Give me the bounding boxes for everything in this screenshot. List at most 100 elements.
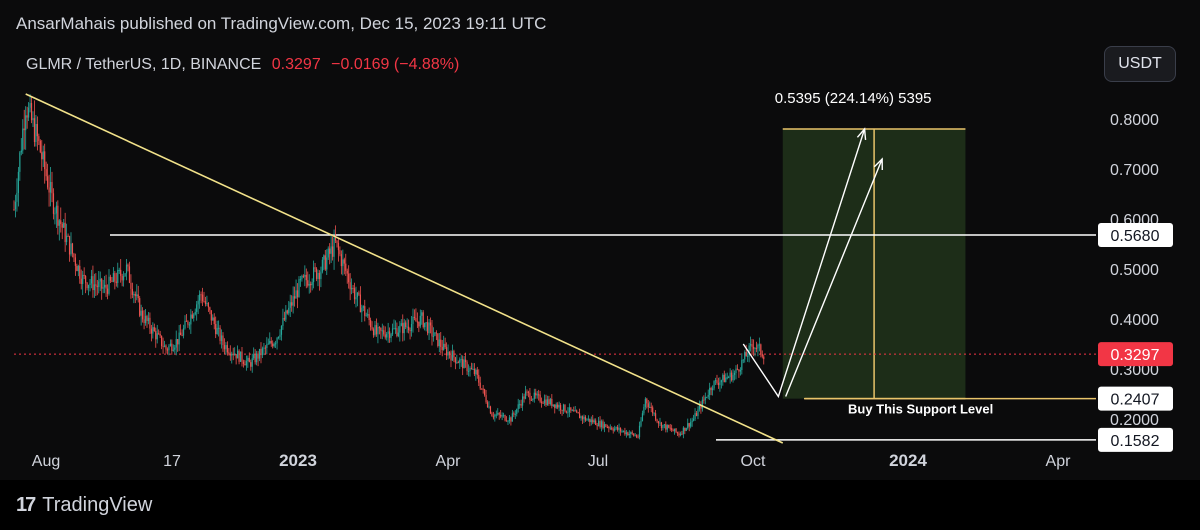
- x-tick-label: Oct: [741, 453, 766, 470]
- candle-body: [149, 317, 151, 329]
- candle-body: [503, 415, 505, 417]
- candle-body: [120, 269, 122, 276]
- candle-body: [377, 327, 379, 335]
- tradingview-brand: TradingView: [42, 494, 153, 516]
- candle-body: [327, 248, 329, 258]
- candle-body: [318, 272, 321, 279]
- candle-body: [406, 326, 408, 328]
- candle-body: [657, 421, 660, 424]
- candle-body: [615, 427, 617, 429]
- candle-body: [397, 332, 399, 337]
- candle-body: [494, 414, 496, 417]
- projection-arrows: [742, 127, 883, 399]
- candle-body: [673, 428, 676, 432]
- candle-body: [456, 362, 458, 364]
- candle-body: [685, 428, 687, 431]
- candle-body: [410, 323, 413, 332]
- candle-body: [579, 413, 581, 419]
- candle-body: [448, 351, 451, 356]
- candle-body: [279, 334, 281, 337]
- candle-body: [749, 344, 752, 346]
- candle-body: [194, 311, 196, 315]
- candle-body: [501, 415, 503, 417]
- candle-body: [539, 394, 541, 402]
- candle-body: [383, 330, 385, 335]
- candle-body: [301, 275, 303, 280]
- candle-body: [247, 357, 249, 362]
- candle-body: [168, 345, 170, 351]
- candle-body: [294, 296, 296, 299]
- level-tag: [1098, 386, 1173, 411]
- candle-body: [616, 427, 619, 430]
- candle-body: [730, 372, 733, 381]
- candle-body: [558, 405, 560, 408]
- candle-body: [690, 422, 692, 427]
- candle-body: [333, 238, 335, 257]
- tradingview-logo[interactable]: 17 TradingView: [16, 494, 152, 517]
- candle-body: [66, 235, 68, 243]
- candle-body: [644, 398, 646, 407]
- candle-body: [391, 328, 394, 335]
- candle-body: [625, 432, 627, 435]
- candle-body: [682, 427, 684, 435]
- candle-body: [707, 395, 709, 397]
- candle-body: [282, 318, 284, 326]
- candle-body: [152, 327, 154, 334]
- candle-body: [451, 351, 454, 361]
- candle-body: [387, 331, 389, 334]
- candle-body: [234, 354, 236, 356]
- x-tick-label: Jul: [588, 453, 608, 470]
- trendline: [25, 93, 784, 444]
- candle-body: [370, 320, 372, 328]
- candle-body: [204, 301, 207, 305]
- candle-body: [752, 346, 755, 349]
- level-tag-label: 0.1582: [1111, 433, 1160, 450]
- candle-body: [121, 275, 123, 281]
- candle-body: [497, 413, 499, 415]
- price-chart[interactable]: 0.5395 (224.14%) 5395 Buy This Support L…: [0, 40, 1200, 480]
- projection-arrow: [785, 158, 883, 397]
- candle-body: [324, 255, 326, 270]
- candle-body: [485, 395, 487, 403]
- candle-body: [45, 169, 47, 177]
- candle-body: [694, 413, 696, 419]
- candle-body: [29, 103, 31, 108]
- candle-body: [74, 257, 76, 266]
- x-tick-label: 17: [163, 453, 181, 470]
- candle-body: [722, 374, 724, 381]
- candle-body: [146, 316, 148, 322]
- candle-body: [710, 387, 712, 391]
- candle-body: [635, 435, 638, 437]
- candle-body: [142, 310, 144, 320]
- candle-body: [232, 353, 234, 355]
- candle-body: [20, 150, 22, 153]
- candle-body: [676, 432, 679, 434]
- candle-body: [570, 407, 572, 411]
- candle-body: [711, 388, 714, 391]
- candle-body: [662, 424, 664, 428]
- x-tick-label: Apr: [1046, 453, 1072, 470]
- candle-body: [199, 294, 201, 301]
- candle-body: [169, 343, 171, 346]
- candle-body: [251, 358, 253, 367]
- candle-body: [732, 374, 734, 381]
- candle-body: [41, 152, 43, 160]
- candle-body: [314, 267, 316, 269]
- candle-body: [305, 274, 307, 281]
- candle-body: [446, 347, 448, 356]
- candle-body: [634, 435, 636, 437]
- candle-body: [137, 294, 139, 299]
- candle-body: [714, 380, 717, 382]
- candle-body: [64, 222, 66, 243]
- candle-body: [269, 340, 271, 344]
- candle-body: [527, 391, 530, 393]
- candle-body: [47, 176, 49, 188]
- candle-body: [71, 243, 74, 254]
- candle-body: [270, 340, 272, 344]
- level-tag: [1098, 427, 1173, 452]
- candle-body: [735, 368, 737, 374]
- candle-body: [688, 423, 690, 427]
- candle-body: [498, 413, 500, 415]
- currency-button[interactable]: USDT: [1104, 46, 1176, 82]
- candle-body: [457, 362, 459, 364]
